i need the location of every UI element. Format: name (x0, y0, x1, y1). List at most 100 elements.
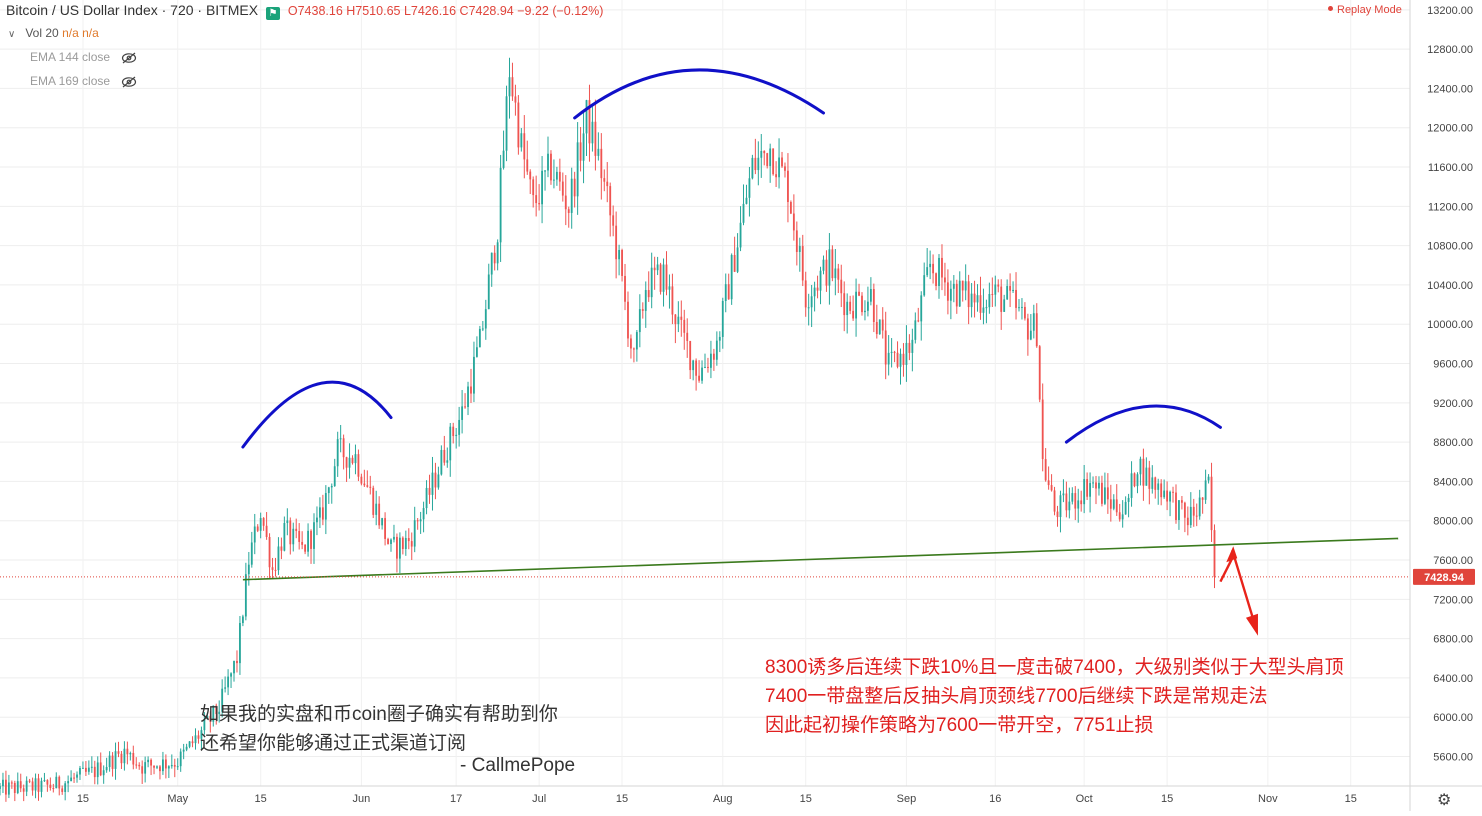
eye-hidden-icon[interactable] (121, 52, 137, 67)
candle-body (564, 195, 567, 210)
ema144-indicator-row[interactable]: EMA 144 close (30, 50, 137, 67)
candle-body (615, 225, 618, 260)
candle-body (612, 215, 615, 226)
candle-body (40, 780, 43, 792)
candle-body (1139, 458, 1142, 475)
candle-body (1021, 306, 1023, 308)
candle-body (416, 520, 419, 522)
candle-body (606, 181, 609, 187)
candle-body (997, 284, 1000, 287)
symbol-title[interactable]: Bitcoin / US Dollar Index · 720 · BITMEX (6, 2, 259, 18)
candle-body (1112, 499, 1115, 509)
candle-body (96, 762, 99, 778)
candle-body (227, 676, 230, 688)
flag-icon[interactable]: ⚑ (265, 7, 280, 20)
y-tick-label: 7600.00 (1433, 555, 1473, 567)
candle-body (209, 715, 212, 722)
candle-body (76, 774, 78, 778)
candle-body (908, 342, 911, 353)
candle-body (1095, 482, 1097, 489)
volume-indicator-row[interactable]: ∨ Vol 20 n/a n/a (8, 26, 99, 40)
candle-body (348, 457, 351, 468)
replay-mode-badge[interactable]: Replay Mode (1328, 4, 1402, 16)
candle-body (846, 301, 849, 316)
candle-body (600, 148, 603, 179)
candle-body (1035, 313, 1038, 347)
candle-body (635, 332, 638, 350)
candle-body (698, 375, 700, 381)
candle-body (475, 347, 478, 357)
candle-body (1124, 501, 1127, 515)
candle-body (890, 351, 893, 353)
x-tick-label: Aug (713, 793, 733, 805)
candle-body (544, 170, 546, 172)
candle-body (961, 280, 964, 291)
candle-body (191, 741, 194, 744)
candle-body (828, 249, 831, 286)
candle-body (958, 280, 961, 307)
candle-body (579, 142, 582, 161)
candle-body (345, 457, 348, 468)
candle-body (5, 779, 7, 795)
candle-body (428, 487, 431, 495)
candle-body (692, 360, 695, 371)
gear-icon[interactable]: ⚙ (1437, 792, 1452, 809)
candle-body (849, 301, 852, 311)
candle-body (630, 338, 632, 349)
y-tick-label: 8800.00 (1433, 437, 1473, 449)
x-tick-label: Jun (353, 793, 371, 805)
candle-body (372, 487, 375, 515)
candle-body (784, 166, 786, 171)
candle-body (1130, 473, 1133, 498)
candle-body (742, 203, 745, 223)
candle-body (665, 264, 668, 290)
candle-body (609, 186, 612, 216)
candle-body (1201, 497, 1204, 500)
eye-hidden-icon[interactable] (121, 76, 137, 91)
candle-body (1009, 286, 1012, 291)
candle-body (547, 153, 549, 171)
candle-body (61, 788, 64, 792)
candle-body (236, 660, 238, 664)
candle-body (292, 528, 295, 545)
candle-body (298, 530, 301, 542)
symbol-header: Bitcoin / US Dollar Index · 720 · BITMEX… (6, 2, 603, 20)
candle-body (555, 171, 558, 180)
candle-body (19, 781, 22, 789)
candle-body (333, 466, 336, 487)
candle-body (446, 460, 449, 463)
candle-body (1195, 515, 1198, 517)
candle-body (458, 419, 461, 435)
candle-body (1050, 485, 1053, 491)
candle-body (1003, 299, 1006, 312)
candle-body (1169, 491, 1171, 502)
candle-body (188, 741, 191, 747)
candle-body (911, 339, 914, 353)
candle-body (440, 449, 443, 475)
candle-body (994, 284, 997, 295)
candle-body (653, 267, 656, 271)
chevron-down-icon[interactable]: ∨ (8, 29, 16, 40)
candle-body (393, 536, 395, 540)
candle-body (869, 289, 872, 302)
candle-body (831, 249, 834, 279)
candle-body (452, 426, 455, 437)
candle-body (763, 150, 766, 154)
candle-body (917, 320, 920, 322)
ema169-indicator-row[interactable]: EMA 169 close (30, 74, 137, 91)
candle-body (1163, 490, 1166, 498)
candle-body (508, 77, 511, 97)
x-tick-label: 15 (800, 793, 812, 805)
candle-body (443, 449, 446, 463)
candle-body (1023, 306, 1026, 319)
candle-body (413, 520, 416, 547)
candle-body (1172, 491, 1174, 493)
candle-body (10, 782, 13, 784)
candle-body (1189, 506, 1192, 526)
candle-body (164, 759, 167, 769)
candle-body (727, 284, 730, 300)
candle-body (321, 507, 324, 520)
candle-body (745, 197, 748, 204)
